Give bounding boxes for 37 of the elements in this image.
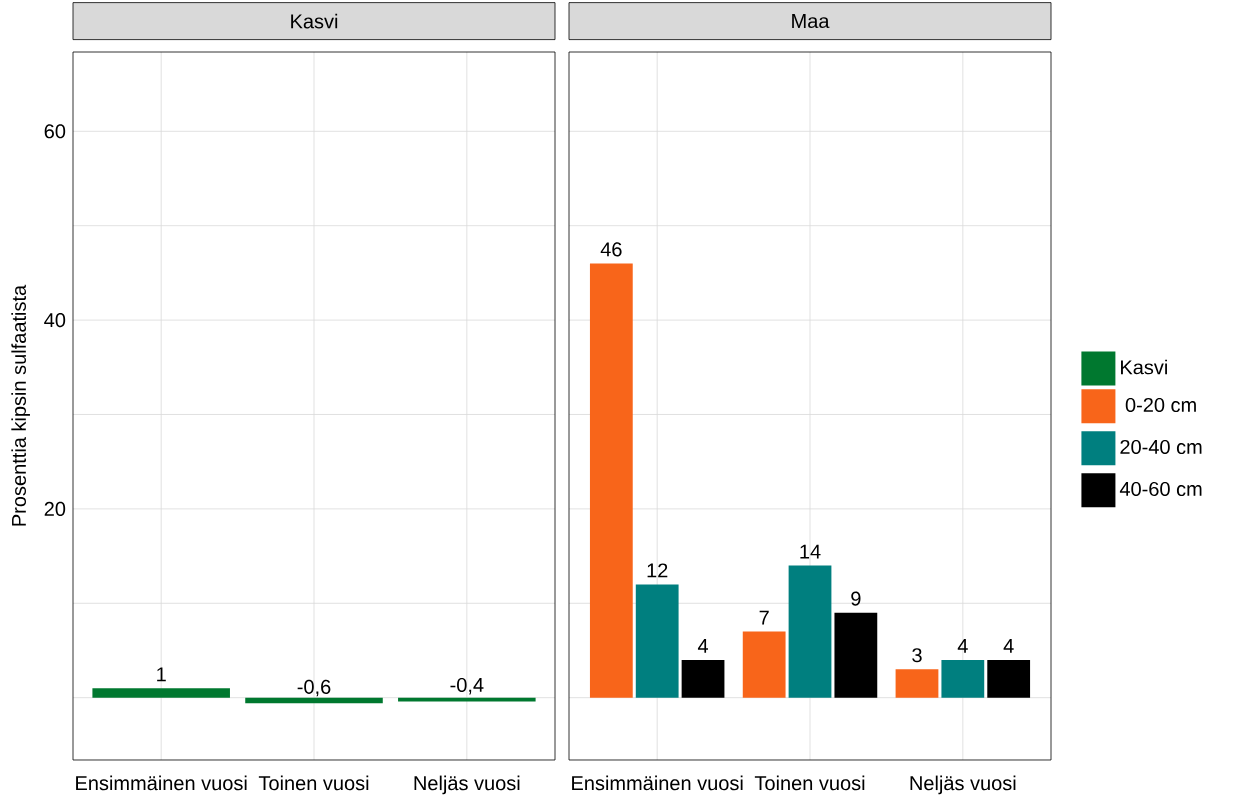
data-label: 7: [759, 610, 769, 625]
chart-title: Maa: [792, 14, 830, 29]
bar: [987, 659, 1031, 698]
bar: [589, 263, 633, 698]
data-label: 4: [957, 639, 968, 653]
y-axis-title: Prosenttia kipsin sulfaatista: [11, 284, 30, 526]
y-tick-label: 60: [44, 124, 66, 139]
x-tick-label: Ensimmäinen vuosi: [76, 775, 247, 791]
bar: [941, 659, 985, 698]
y-tick-label: 20: [44, 501, 66, 516]
bar: [742, 631, 786, 698]
x-tick-label: Neljäs vuosi: [910, 775, 1016, 795]
x-tick-label: Neljäs vuosi: [414, 775, 520, 795]
legend-label: 20-40 cm: [1120, 439, 1202, 455]
x-tick-label: Toinen vuosi: [754, 775, 865, 791]
bar: [788, 565, 832, 698]
bar: [834, 612, 878, 698]
chart-title: Kasvi: [291, 13, 338, 29]
x-tick-label: Toinen vuosi: [258, 775, 369, 791]
x-tick-label: Ensimmäinen vuosi: [572, 775, 743, 791]
data-label: 1: [157, 667, 166, 682]
bar: [635, 584, 679, 698]
data-label: 46: [600, 242, 622, 257]
data-label: -0,6: [297, 679, 331, 697]
data-label: -0,4: [450, 677, 484, 695]
legend-label: 0-20 cm: [1125, 397, 1196, 413]
data-label: 4: [1003, 639, 1014, 653]
data-label: 4: [697, 639, 709, 653]
data-label: 14: [800, 544, 821, 559]
data-label: 3: [912, 648, 922, 663]
y-tick-label: 40: [44, 313, 66, 328]
data-label: 12: [647, 563, 668, 578]
data-label: 9: [851, 591, 861, 606]
legend-label: 40-60 cm: [1119, 481, 1202, 497]
bar: [681, 659, 725, 698]
legend-label: Kasvi: [1121, 359, 1167, 375]
bar: [895, 669, 939, 698]
